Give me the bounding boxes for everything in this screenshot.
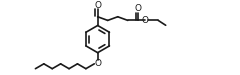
Text: O: O [94,1,101,10]
Text: O: O [135,4,142,13]
Text: O: O [142,16,149,25]
Text: O: O [94,59,101,68]
